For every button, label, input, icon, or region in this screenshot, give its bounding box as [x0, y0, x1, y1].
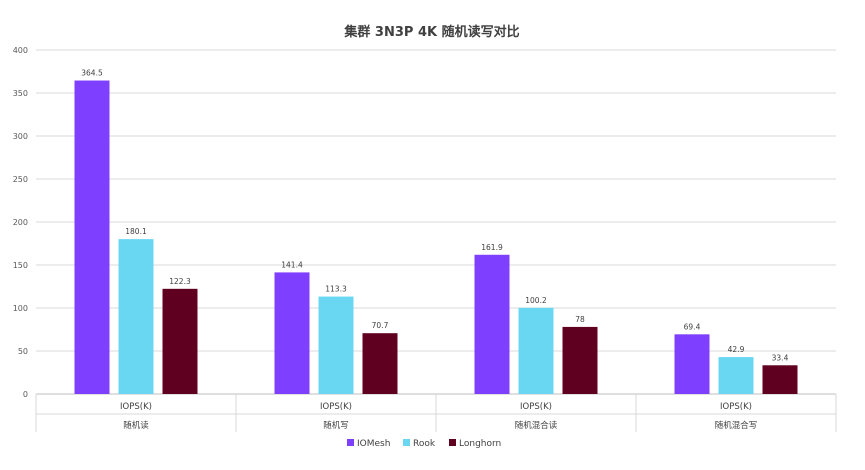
legend-label-longhorn: Longhorn: [459, 439, 501, 449]
chart-title: 集群 3N3P 4K 随机读写对比: [343, 24, 519, 40]
data-label: 113.3: [325, 285, 347, 294]
bar-longhorn: [762, 365, 798, 394]
data-label: 78: [575, 315, 585, 324]
bar-longhorn: [562, 326, 598, 394]
data-label: 122.3: [169, 277, 191, 286]
x-group-label: 随机混合写: [715, 420, 758, 431]
x-axis: IOPS(K) 随机读 IOPS(K) 随机写 IOPS(K) 随机混合读 IOPS(K) 随…: [35, 394, 837, 432]
data-label: 364.5: [81, 69, 103, 78]
data-label: 180.1: [125, 227, 147, 236]
x-tick-label: IOPS(K): [520, 402, 552, 412]
x-tick-label: IOPS(K): [720, 402, 752, 412]
legend: IOMesh Rook Longhorn: [347, 439, 501, 449]
bar-iomesh: [74, 80, 110, 394]
y-tick-label: 100: [13, 304, 28, 313]
y-tick-label: 300: [13, 132, 28, 141]
data-label: 69.4: [684, 322, 701, 331]
legend-swatch-iomesh: [347, 439, 354, 446]
legend-label-rook: Rook: [413, 439, 436, 449]
bar-iomesh: [474, 254, 510, 394]
legend-label-iomesh: IOMesh: [357, 439, 390, 449]
y-tick-label: 50: [18, 347, 28, 356]
y-tick-label: 0: [23, 390, 28, 399]
legend-swatch-longhorn: [449, 439, 456, 446]
y-tick-label: 200: [13, 218, 28, 227]
x-tick-label: IOPS(K): [320, 402, 352, 412]
bar-longhorn: [362, 333, 398, 394]
data-label: 161.9: [481, 243, 503, 252]
bar-rook: [518, 307, 554, 394]
y-axis: 0 50 100 150 200 250 300 350 400: [13, 46, 28, 399]
x-group-label: 随机写: [323, 420, 349, 431]
bar-rook: [718, 357, 754, 394]
data-label: 42.9: [728, 345, 745, 354]
legend-swatch-rook: [403, 439, 410, 446]
y-tick-label: 150: [13, 261, 28, 270]
bars: 364.5 180.1 122.3 141.4 113.3 70.7 161.9 100.2 7…: [74, 69, 798, 394]
data-label: 33.4: [772, 353, 789, 362]
bar-iomesh: [674, 334, 710, 394]
bar-rook: [318, 296, 354, 394]
data-label: 100.2: [525, 296, 547, 305]
bar-iomesh: [274, 272, 310, 394]
data-label: 70.7: [372, 321, 389, 330]
y-tick-label: 400: [13, 46, 28, 55]
data-label: 141.4: [281, 260, 303, 269]
gridlines: [36, 49, 836, 395]
x-group-label: 随机混合读: [515, 420, 558, 431]
x-tick-label: IOPS(K): [120, 402, 152, 412]
y-tick-label: 250: [13, 175, 28, 184]
x-group-label: 随机读: [123, 420, 149, 431]
y-tick-label: 350: [13, 89, 28, 98]
bar-rook: [118, 239, 154, 394]
bar-longhorn: [162, 288, 198, 394]
